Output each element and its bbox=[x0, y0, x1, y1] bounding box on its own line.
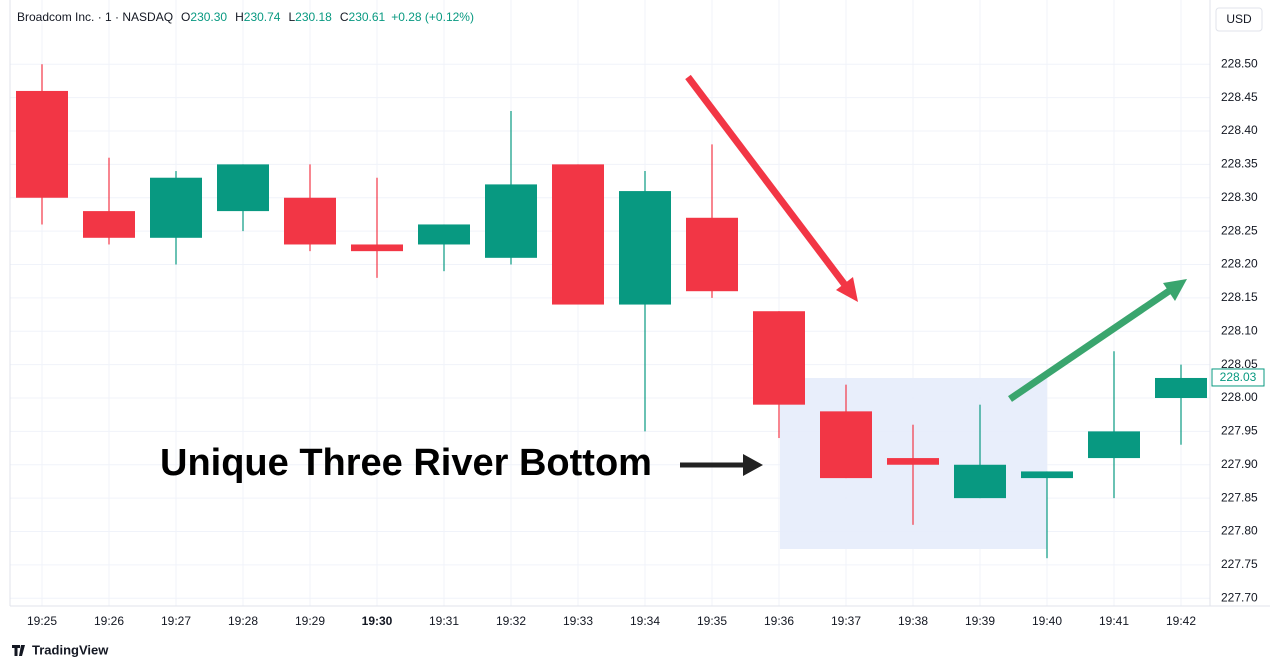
x-tick-label: 19:39 bbox=[965, 614, 995, 628]
candle-body bbox=[552, 164, 604, 305]
y-tick-label: 228.00 bbox=[1221, 390, 1258, 404]
y-tick-label: 228.10 bbox=[1221, 323, 1258, 337]
x-tick-label: 19:36 bbox=[764, 614, 794, 628]
y-tick-label: 227.70 bbox=[1221, 590, 1258, 604]
currency-button[interactable] bbox=[1215, 7, 1263, 32]
x-tick-label: 19:25 bbox=[27, 614, 57, 628]
candle-body bbox=[1021, 471, 1073, 479]
x-tick-label: 19:29 bbox=[295, 614, 325, 628]
grid bbox=[10, 0, 1210, 606]
x-tick-label: 19:26 bbox=[94, 614, 124, 628]
y-axis: 227.70 227.75 227.80 227.85 227.90 227.95 228.… bbox=[1211, 56, 1265, 604]
chart-header: Broadcom Inc. · 1 · NASDAQ O230.30 H230.74… bbox=[17, 10, 474, 24]
y-tick-label: 228.15 bbox=[1221, 290, 1258, 304]
candle-body bbox=[150, 177, 202, 238]
o-label: O bbox=[181, 10, 190, 24]
y-tick-label: 228.40 bbox=[1221, 123, 1258, 137]
x-tick-label: 19:32 bbox=[496, 614, 526, 628]
candle-body bbox=[16, 90, 68, 198]
x-tick-label: 19:35 bbox=[697, 614, 727, 628]
brand: TradingView bbox=[32, 642, 109, 657]
candle-body bbox=[83, 211, 135, 238]
y-tick-label: 228.20 bbox=[1221, 257, 1258, 271]
h-value: 230.74 bbox=[244, 10, 281, 24]
brand-logo bbox=[12, 645, 25, 656]
y-tick-label: 228.50 bbox=[1221, 56, 1258, 70]
x-tick-label: 19:40 bbox=[1032, 614, 1062, 628]
up-arrow bbox=[1008, 286, 1174, 402]
x-tick-label: 19:28 bbox=[228, 614, 258, 628]
y-tick-label: 228.35 bbox=[1221, 157, 1258, 171]
x-tick-label: 19:33 bbox=[563, 614, 593, 628]
x-tick-label: 19:42 bbox=[1166, 614, 1196, 628]
change: +0.28 (+0.12%) bbox=[391, 10, 474, 24]
candle-body bbox=[418, 224, 470, 245]
currency[interactable]: USD bbox=[1226, 12, 1252, 26]
y-tick-label: 228.45 bbox=[1221, 90, 1258, 104]
o-value: 230.30 bbox=[190, 10, 227, 24]
symbol: Broadcom Inc. · 1 · NASDAQ bbox=[17, 10, 173, 24]
y-tick-label: 228.30 bbox=[1221, 190, 1258, 204]
y-tick-label: 228.05 bbox=[1221, 357, 1258, 371]
y-tick-label: 227.80 bbox=[1221, 524, 1258, 538]
c-value: 230.61 bbox=[349, 10, 386, 24]
y-tick-label: 227.85 bbox=[1221, 490, 1258, 504]
y-tick-label: 228.25 bbox=[1221, 223, 1258, 237]
candle-body bbox=[954, 464, 1006, 499]
x-tick-label: 19:38 bbox=[898, 614, 928, 628]
candle-body bbox=[351, 244, 403, 252]
last-price-label: 228.03 bbox=[1220, 370, 1257, 384]
annotation-arrowhead bbox=[743, 454, 763, 476]
y-tick-label: 227.95 bbox=[1221, 424, 1258, 438]
candle-body bbox=[887, 458, 939, 465]
x-tick-label: 19:37 bbox=[831, 614, 861, 628]
candle-body bbox=[217, 164, 269, 212]
h-label: H bbox=[235, 10, 244, 24]
candle-body bbox=[686, 217, 738, 292]
y-tick-label: 227.75 bbox=[1221, 557, 1258, 571]
up-arrowhead bbox=[1163, 279, 1187, 301]
x-tick-label: 19:27 bbox=[161, 614, 191, 628]
candle-body bbox=[1155, 377, 1207, 398]
last-price-box bbox=[1211, 368, 1265, 387]
l-value: 230.18 bbox=[295, 10, 332, 24]
annotation: Unique Three River Bottom bbox=[160, 442, 652, 484]
candle-body bbox=[619, 191, 671, 305]
candle-body bbox=[485, 184, 537, 258]
y-tick-label: 227.90 bbox=[1221, 457, 1258, 471]
x-tick-label: 19:41 bbox=[1099, 614, 1129, 628]
x-axis: 19:25 19:26 19:27 19:28 19:29 19:30 19:31 19:32… bbox=[27, 614, 1196, 628]
candle-body bbox=[1088, 431, 1140, 459]
candle-body bbox=[284, 197, 336, 245]
x-tick-label: 19:30 bbox=[362, 614, 393, 628]
x-tick-label: 19:31 bbox=[429, 614, 459, 628]
candle-body bbox=[820, 411, 872, 479]
l-label: L bbox=[288, 10, 295, 24]
candles bbox=[16, 64, 1207, 559]
down-arrowhead bbox=[836, 277, 858, 302]
down-arrow bbox=[685, 74, 851, 292]
candle-body bbox=[753, 311, 805, 405]
c-label: C bbox=[340, 10, 349, 24]
x-tick-label: 19:34 bbox=[630, 614, 660, 628]
